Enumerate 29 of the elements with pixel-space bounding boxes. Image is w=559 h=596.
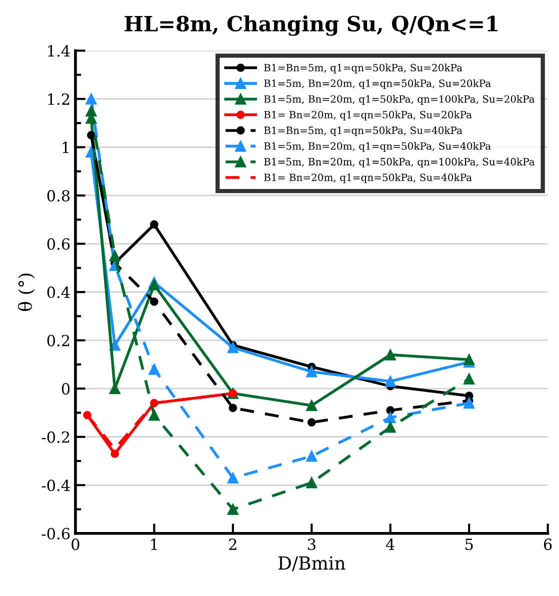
x-tick-label: 3 <box>308 538 316 550</box>
legend-label: B1= Bn=20m, q1=qn=50kPa, Su=20kPa <box>264 110 472 120</box>
legend-label: B1=Bn=5m, q1=qn=50kPa, Su=40kPa <box>264 126 462 136</box>
x-tick-label: 5 <box>466 538 473 550</box>
y-tick-label: 0.6 <box>47 238 70 250</box>
y-tick-label: 0.2 <box>47 334 70 346</box>
y-tick-label: 1.4 <box>48 45 70 57</box>
legend-label: B1=Bn=5m, q1=qn=50kPa, Su=20kPa <box>264 64 462 74</box>
x-tick-label: 2 <box>229 538 236 550</box>
legend-label: B1=5m, Bn=20m, q1=50kPa, qn=100kPa, Su=20kPa <box>264 95 535 105</box>
y-tick-label: -0.4 <box>42 480 70 492</box>
y-tick-label: -0.6 <box>42 528 70 540</box>
y-axis-title: θ (°) <box>18 274 35 312</box>
x-tick-label: 6 <box>544 538 552 550</box>
y-tick-label: 0 <box>62 383 70 395</box>
chart-title: HL=8m, Changing Su, Q/Qn<=1 <box>124 15 498 36</box>
y-tick-label: 0.8 <box>47 190 70 202</box>
legend-label: B1=5m, Bn=20m, q1=qn=50kPa, Su=40kPa <box>264 142 491 152</box>
x-tick-label: 4 <box>386 538 394 550</box>
x-axis-title: D/Bmin <box>278 556 346 572</box>
legend-label: B1=5m, Bn=20m, q1=50kPa, qn=100kPa, Su=40kPa <box>264 158 535 168</box>
x-tick-label: 1 <box>151 538 157 550</box>
x-tick-label: 0 <box>72 538 80 550</box>
legend-label: B1=5m, Bn=20m, q1=qn=50kPa, Su=20kPa <box>264 79 491 90</box>
y-tick-label: 1 <box>62 142 68 154</box>
y-tick-label: 0.4 <box>47 286 70 298</box>
legend-label: B1= Bn=20m, q1=qn=50kPa, Su=40kPa <box>264 173 472 184</box>
y-tick-label: -0.2 <box>42 431 70 443</box>
y-tick-label: 1.2 <box>48 93 70 105</box>
